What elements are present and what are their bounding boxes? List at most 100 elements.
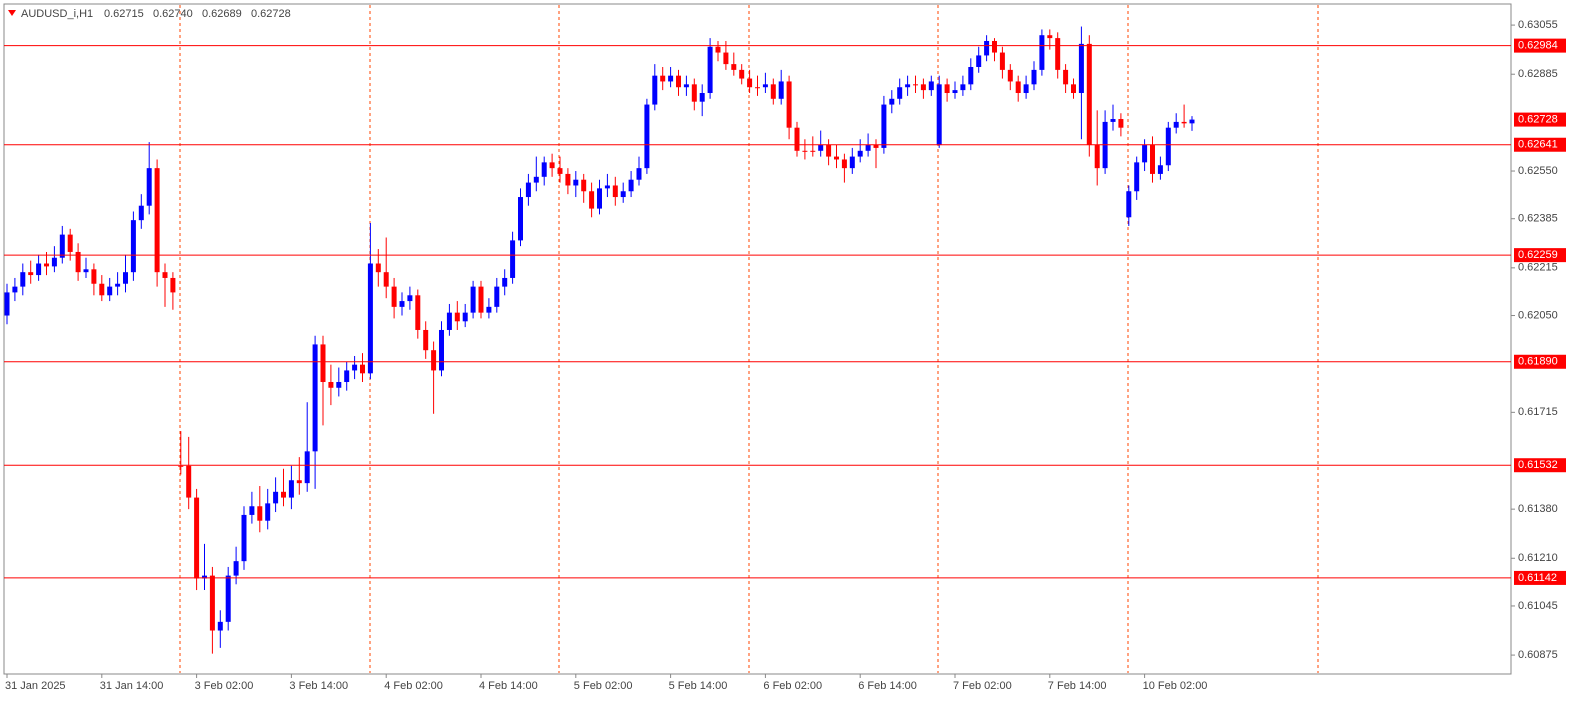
candle-body	[12, 286, 18, 293]
level-label-bg	[1514, 137, 1566, 152]
candle-body	[44, 263, 49, 267]
y-tick-label: 0.62550	[1518, 165, 1558, 177]
candle-body	[1015, 81, 1021, 94]
candle-body	[344, 370, 350, 382]
candle-body	[249, 506, 255, 515]
candle-body	[1031, 69, 1037, 85]
candle-body	[454, 312, 460, 322]
candle-body	[881, 104, 887, 148]
candle-body	[873, 145, 879, 148]
candle-body	[1150, 145, 1155, 174]
candle-body	[423, 329, 429, 351]
candle-body	[146, 168, 152, 206]
candle-body	[905, 84, 911, 88]
x-tick-label: 5 Feb 02:00	[574, 680, 633, 692]
candle-body	[984, 40, 990, 56]
candle-body	[1189, 119, 1195, 124]
candle-body	[818, 145, 824, 151]
candle-body	[28, 272, 34, 276]
candle-body	[83, 269, 89, 273]
candle-body	[154, 168, 160, 273]
y-tick-label: 0.61715	[1518, 406, 1558, 418]
candle-body	[431, 350, 437, 371]
level-label: 0.61890	[1518, 356, 1558, 368]
x-tick-label: 3 Feb 02:00	[195, 680, 254, 692]
candle-body	[999, 52, 1005, 70]
ohlc-open: 0.62715	[104, 8, 144, 20]
candle-body	[462, 312, 468, 322]
candle-body	[138, 205, 144, 221]
y-tick-label: 0.60875	[1518, 649, 1558, 661]
current-price-label: 0.62728	[1518, 114, 1558, 126]
candle-body	[604, 185, 610, 189]
candle-body	[920, 84, 926, 91]
candle-body	[107, 286, 113, 296]
candle-body	[304, 451, 310, 484]
current-price-bg	[1514, 112, 1566, 127]
candle-body	[755, 87, 760, 89]
level-label: 0.62259	[1518, 249, 1558, 261]
y-tick-label: 0.61380	[1518, 503, 1558, 515]
x-tick-label: 4 Feb 14:00	[479, 680, 538, 692]
candle-body	[786, 81, 792, 128]
candle-body	[802, 150, 808, 152]
candle-body	[1071, 84, 1076, 94]
candle-body	[944, 84, 950, 94]
x-tick-label: 31 Jan 14:00	[100, 680, 164, 692]
candle-body	[312, 344, 318, 452]
x-tick-label: 10 Feb 02:00	[1143, 680, 1208, 692]
candle-body	[1126, 191, 1132, 218]
plot-frame	[3, 3, 1512, 675]
candle-body	[399, 301, 405, 307]
candle-body	[91, 269, 97, 284]
candle-body	[257, 506, 263, 521]
candle-body	[123, 272, 128, 284]
candle-body	[1086, 43, 1092, 146]
candle-body	[360, 364, 365, 374]
header-icon	[8, 10, 16, 16]
candle-body	[691, 84, 697, 102]
candle-body	[683, 84, 689, 88]
candle-body	[375, 263, 381, 273]
candle-body	[328, 381, 334, 388]
candle-body	[1063, 69, 1069, 85]
x-tick-label: 31 Jan 2025	[5, 680, 66, 692]
candle-body	[810, 150, 816, 152]
candle-body	[470, 286, 476, 313]
candle-body	[1023, 84, 1029, 94]
candle-body	[75, 251, 81, 273]
candle-body	[336, 381, 342, 388]
candle-body	[446, 312, 452, 330]
candle-body	[770, 84, 776, 99]
candle-body	[486, 306, 492, 313]
candle-body	[565, 173, 571, 186]
x-tick-label: 6 Feb 02:00	[763, 680, 822, 692]
candle-body	[525, 182, 531, 198]
y-tick-label: 0.61210	[1518, 552, 1558, 564]
level-label: 0.61532	[1518, 459, 1558, 471]
candle-body	[209, 575, 215, 631]
x-tick-label: 6 Feb 14:00	[858, 680, 917, 692]
level-label: 0.62984	[1518, 40, 1558, 52]
candle-body	[439, 329, 444, 371]
candle-body	[628, 179, 634, 192]
candle-body	[1118, 119, 1124, 128]
x-tick-label: 7 Feb 14:00	[1048, 680, 1107, 692]
candle-body	[1007, 69, 1013, 82]
candle-body	[20, 272, 26, 287]
candle-body	[130, 220, 136, 273]
candle-body	[407, 295, 413, 302]
candle-body	[992, 40, 997, 53]
symbol: AUDUSD_i,H1	[21, 8, 93, 20]
level-label-bg	[1514, 354, 1566, 369]
candle-body	[968, 66, 974, 85]
candle-body	[936, 84, 942, 146]
candle-body	[660, 75, 666, 82]
candle-body	[1165, 127, 1171, 166]
candle-body	[115, 283, 121, 287]
candle-body	[367, 263, 373, 374]
x-tick-label: 3 Feb 14:00	[289, 680, 348, 692]
candle-body	[162, 272, 168, 278]
candle-body	[1157, 165, 1163, 174]
